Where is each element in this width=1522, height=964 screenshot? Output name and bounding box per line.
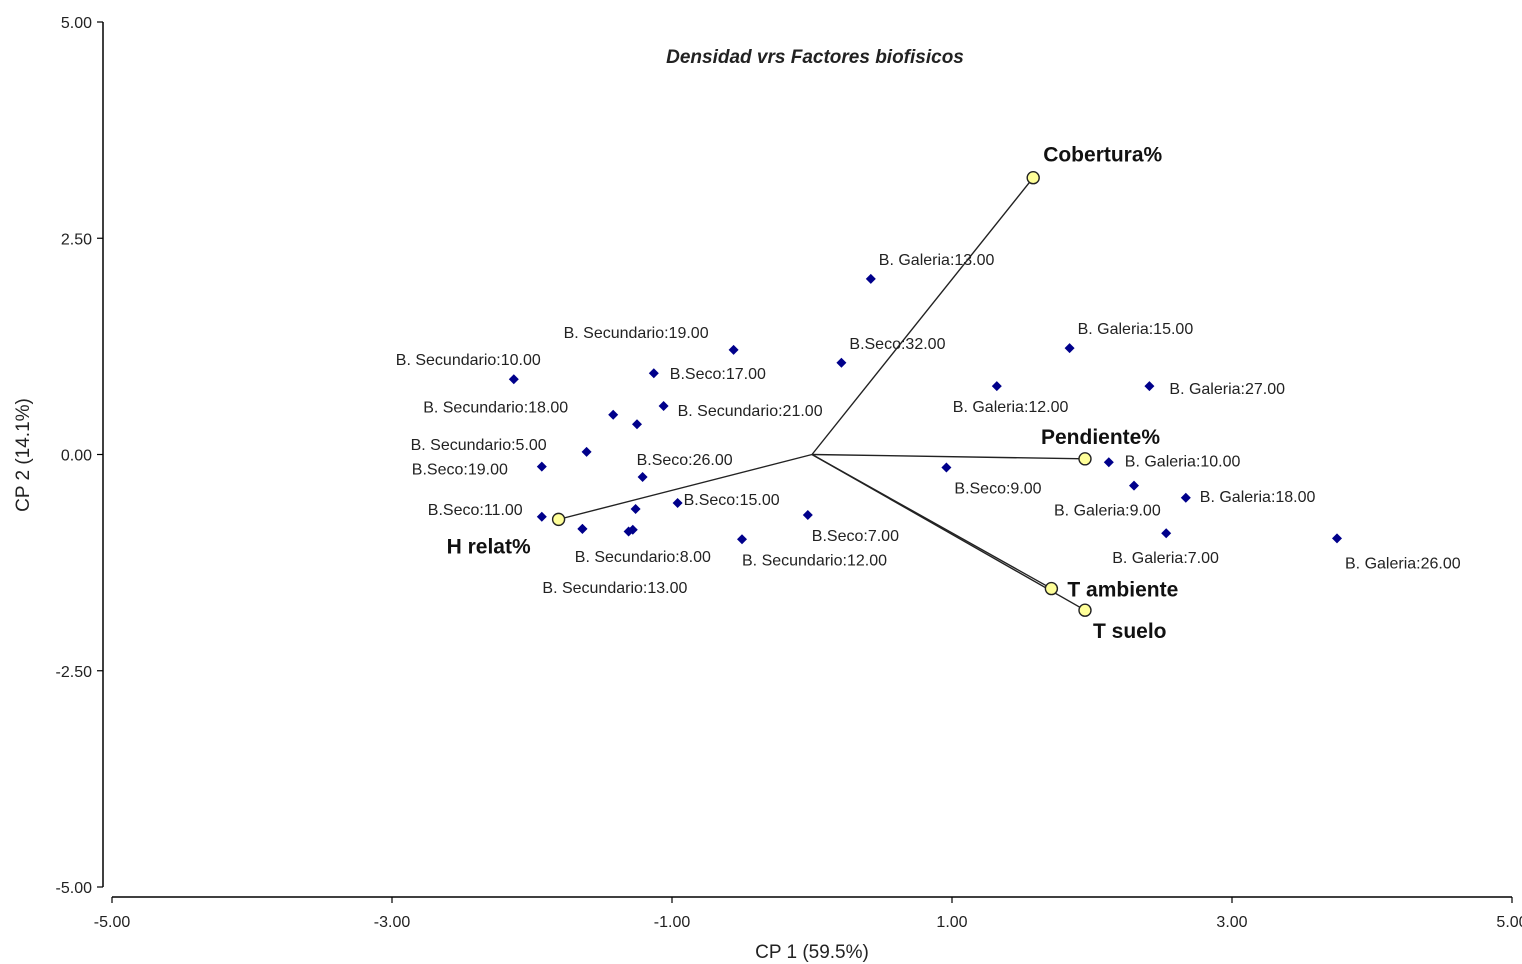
point-label: B.Seco:32.00 (849, 336, 945, 353)
point-label: B. Galeria:13.00 (879, 252, 995, 269)
y-axis-ticks: 5.00 2.50 0.00 -2.50 -5.00 (56, 15, 103, 897)
point-label: B.Seco:7.00 (812, 528, 899, 545)
data-point (581, 446, 592, 457)
x-tick-label: 1.00 (936, 914, 967, 931)
point-label: B. Secundario:21.00 (678, 403, 823, 420)
point-label: B.Seco:9.00 (954, 480, 1041, 497)
data-point (737, 534, 747, 545)
y-tick-label: 2.50 (61, 231, 92, 248)
y-tick-label: 5.00 (61, 15, 92, 32)
data-point (1180, 492, 1191, 503)
y-axis: 5.00 2.50 0.00 -2.50 -5.00 (56, 15, 104, 897)
y-tick-label: -2.50 (56, 664, 93, 681)
point-label: B. Galeria:18.00 (1200, 489, 1316, 506)
x-axis: -5.00 -3.00 -1.00 1.00 3.00 5.00 (94, 896, 1522, 931)
vector-endpoint (1044, 581, 1059, 596)
vector-endpoint (1078, 603, 1092, 617)
point-label: B. Galeria:26.00 (1345, 555, 1461, 572)
vector-label: Cobertura% (1043, 144, 1162, 167)
point-label: B. Secundario:12.00 (742, 552, 887, 569)
point-label: B. Galeria:9.00 (1054, 503, 1161, 520)
point-label: B.Seco:11.00 (428, 502, 523, 519)
point-label: B. Secundario:10.00 (396, 352, 541, 369)
data-point (632, 419, 642, 430)
data-point (1144, 381, 1155, 392)
variable-vectors (558, 177, 1086, 611)
vector-label: T suelo (1093, 620, 1167, 643)
point-label: B.Seco:19.00 (412, 462, 508, 479)
chart-title: Densidad vrs Factores biofisicos (666, 47, 964, 68)
point-label: B. Galeria:27.00 (1169, 381, 1285, 398)
observation-points: B. Galeria:13.00 B. Galeria:15.00 B. Galer… (396, 252, 1461, 597)
vector-endpoint (1078, 452, 1092, 466)
data-point (536, 511, 547, 522)
x-tick-label: -3.00 (374, 914, 411, 931)
vector-label: T ambiente (1067, 579, 1178, 602)
data-point (623, 526, 634, 537)
point-label: B.Seco:15.00 (684, 492, 780, 509)
vector-label: Pendiente% (1041, 426, 1160, 449)
y-tick-label: 0.00 (61, 448, 92, 465)
x-axis-title: CP 1 (59.5%) (755, 942, 869, 963)
y-tick-label: -5.00 (56, 880, 93, 897)
variable-vector-heads: Cobertura% Pendiente% T ambiente T suelo H r… (447, 144, 1179, 644)
data-point (802, 510, 813, 521)
data-point (865, 273, 876, 284)
data-point (991, 381, 1002, 392)
data-point (836, 357, 847, 368)
vector-line (811, 453, 1086, 460)
point-label: B.Seco:17.00 (670, 366, 766, 383)
point-label: B. Galeria:7.00 (1112, 550, 1219, 567)
x-tick-label: -1.00 (654, 914, 691, 931)
data-point (941, 462, 952, 473)
x-axis-ticks: -5.00 -3.00 -1.00 1.00 3.00 5.00 (94, 897, 1522, 931)
data-point (536, 461, 547, 472)
point-label: B. Secundario:13.00 (542, 580, 687, 597)
data-point (1332, 533, 1342, 544)
point-label: B. Secundario:5.00 (411, 437, 547, 454)
vector-line (811, 453, 1086, 611)
point-label: B. Galeria:15.00 (1078, 321, 1194, 338)
data-point (1064, 343, 1075, 354)
point-label: B. Secundario:18.00 (423, 400, 568, 417)
point-label: B. Galeria:10.00 (1125, 453, 1241, 470)
vector-endpoint (551, 512, 566, 527)
data-point (577, 523, 588, 534)
x-tick-label: -5.00 (94, 914, 131, 931)
data-point (1129, 480, 1139, 491)
vector-label: H relat% (447, 535, 531, 558)
point-label: B. Secundario:8.00 (575, 549, 711, 566)
data-point (1161, 528, 1172, 539)
point-label: B. Secundario:19.00 (564, 325, 709, 342)
y-axis-title: CP 2 (14.1%) (13, 398, 34, 512)
data-point (648, 368, 659, 379)
data-point (508, 374, 519, 385)
data-point (608, 409, 619, 420)
data-point (630, 503, 641, 514)
data-point (658, 401, 669, 412)
vector-line (811, 177, 1034, 455)
x-tick-label: 3.00 (1216, 914, 1247, 931)
data-point (1103, 457, 1114, 468)
x-tick-label: 5.00 (1496, 914, 1522, 931)
point-label: B.Seco:26.00 (637, 452, 733, 469)
data-point (728, 344, 739, 355)
vector-endpoint (1026, 170, 1040, 185)
point-label: B. Galeria:12.00 (953, 399, 1069, 416)
data-point (672, 497, 683, 508)
data-point (637, 471, 648, 482)
vector-line (558, 453, 813, 521)
